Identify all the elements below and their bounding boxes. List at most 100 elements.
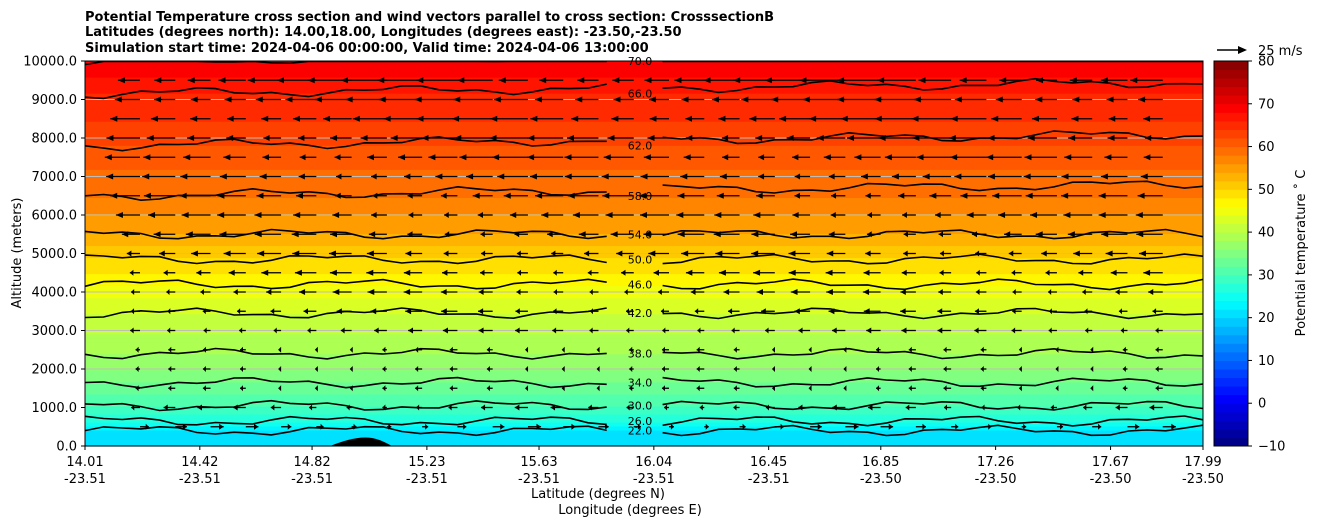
temperature-band [85,377,1203,383]
wind-vector [980,346,987,353]
colorbar-segment [1214,283,1248,293]
wind-vector [497,173,528,180]
temperature-band [85,237,1203,243]
wind-vector [937,308,952,315]
wind-vector [404,173,423,180]
wind-vector [168,385,176,392]
wind-vector [298,173,317,180]
wind-vector [553,289,564,295]
contour-line [84,180,1204,202]
wind-vector [755,135,775,141]
wind-vector [1143,115,1163,122]
wind-vector [612,77,634,84]
colorbar-tick-label: 70 [1258,97,1275,112]
wind-vector [644,77,669,84]
wind-vector [808,385,812,392]
temperature-band [85,317,1203,323]
colorbar-segment [1214,172,1248,182]
wind-vector [1085,327,1093,334]
temperature-band [85,209,1203,214]
colorbar-tick-label: 40 [1258,226,1275,241]
wind-vector [405,308,423,315]
wind-vector [828,173,846,180]
wind-vector [297,135,317,141]
wind-vector [254,212,282,218]
wind-vector [603,154,634,161]
temperature-band [85,429,1203,435]
wind-vector [854,154,881,161]
temperature-band [85,437,1203,443]
x-axis-label-longitude: Longitude (degrees E) [558,503,702,518]
wind-vector [1100,77,1128,84]
wind-vector [403,269,423,276]
wind-vector [913,96,952,103]
wind-vector [900,289,916,295]
contour-line [84,399,1204,412]
wind-vector [661,366,669,372]
wind-vector [516,250,528,257]
colorbar-segment [1214,180,1248,190]
temperature-band [85,233,1203,239]
temperature-band [85,229,1203,235]
wind-vector [106,173,140,180]
wind-vector [929,192,952,199]
wind-vector [733,346,740,353]
wind-vector [561,346,565,353]
wind-vector [534,96,564,103]
temperature-band [85,385,1203,391]
wind-vector [190,115,211,122]
temperature-band [85,205,1203,210]
wind-vector [525,346,529,353]
wind-vector [1162,423,1176,430]
wind-vector [680,173,705,180]
wind-vector [1008,250,1022,257]
wind-vector [891,173,916,180]
x-axis-label-latitude: Latitude (degrees N) [531,487,665,502]
wind-vector [415,385,423,392]
wind-vector [254,231,282,238]
wind-vector [662,327,669,334]
contour-line [84,228,1204,240]
colorbar-segment [1214,215,1248,225]
wind-vector [367,289,387,295]
wind-vector [449,366,458,372]
wind-vector [190,96,211,103]
colorbar-tick-label: 30 [1258,268,1275,283]
temperature-band [85,65,1203,70]
contour-label: 38.0 [628,348,653,361]
wind-vector [1118,308,1128,315]
vector-key-arrowhead [1238,46,1247,54]
wind-vector [515,327,528,334]
wind-vector [489,135,528,141]
wind-vector [995,96,1022,103]
colorbar-tick-label: 80 [1258,55,1275,70]
wind-vector [472,192,493,199]
wind-vector [749,115,775,122]
wind-vector [577,77,599,84]
wind-vector [1110,269,1128,276]
wind-vector [486,366,493,372]
temperature-band [85,197,1203,202]
wind-vector [903,250,916,257]
wind-vector [442,327,458,334]
wind-vector [863,269,881,276]
wind-vector [309,404,317,411]
colorbar-tick-label: 20 [1258,311,1275,326]
wind-vector [228,269,246,276]
wind-vector [1138,96,1163,103]
wind-vector [153,231,176,238]
wind-vector [943,366,952,372]
colorbar-segment [1214,343,1248,353]
colorbar-segment [1214,249,1248,259]
wind-vector [261,115,282,122]
wind-vector [633,423,641,430]
wind-vector [771,366,775,372]
temperature-band [85,325,1203,331]
wind-vector [937,327,952,334]
wind-vector [416,77,458,84]
wind-vector [515,308,528,315]
colorbar-segment [1214,403,1248,413]
wind-vector [922,173,952,180]
x-tick-label-lon: -23.51 [748,472,790,487]
wind-vector [148,212,176,218]
